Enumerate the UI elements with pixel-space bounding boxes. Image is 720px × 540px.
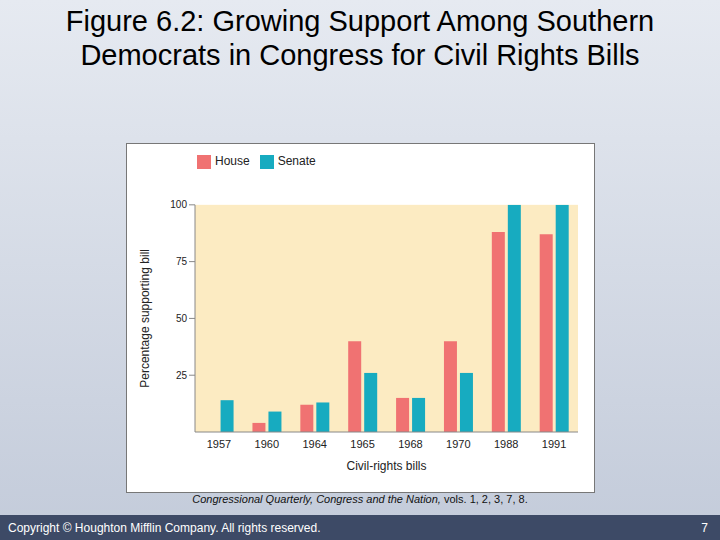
svg-text:Percentage supporting bill: Percentage supporting bill — [138, 249, 152, 388]
html-text:Copyright © Houghton Mifflin C: Copyright © Houghton Mifflin Company. Al… — [8, 521, 321, 535]
svg-text:50: 50 — [176, 313, 188, 324]
svg-text:1965: 1965 — [350, 438, 374, 450]
svg-text:25: 25 — [176, 370, 188, 381]
svg-text:1970: 1970 — [446, 438, 470, 450]
svg-text:1960: 1960 — [255, 438, 279, 450]
svg-text:1991: 1991 — [542, 438, 566, 450]
svg-text:1964: 1964 — [302, 438, 326, 450]
svg-text:75: 75 — [176, 256, 188, 267]
html-text:House: House — [215, 154, 250, 168]
svg-text:1988: 1988 — [494, 438, 518, 450]
html-text:Figure 6.2: Growing Support Am: Figure 6.2: Growing Support Among Southe… — [65, 5, 655, 71]
svg-text:Civil-rights bills: Civil-rights bills — [346, 459, 426, 473]
svg-text:1957: 1957 — [207, 438, 231, 450]
svg-text:100: 100 — [170, 199, 187, 210]
html-text:Senate: Senate — [277, 154, 316, 168]
html-text:Congressional Quarterly, Congr: Congressional Quarterly, Congress and th… — [192, 493, 528, 505]
svg-text:1968: 1968 — [398, 438, 422, 450]
html-text:7: 7 — [701, 521, 708, 535]
